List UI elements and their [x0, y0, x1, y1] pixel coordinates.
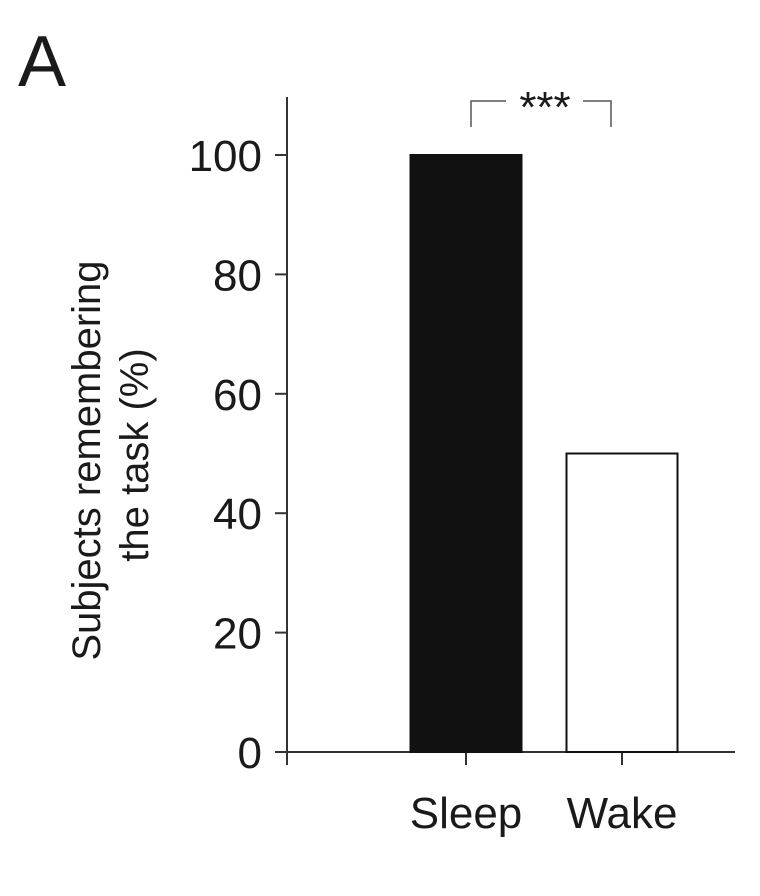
- x-tick-label: Sleep: [410, 789, 523, 838]
- significance-stars: ***: [519, 83, 570, 132]
- y-axis-label-line-2: the task (%): [113, 348, 157, 561]
- y-axis-label-line-1: Subjects remembering: [65, 260, 109, 660]
- significance-bracket: [470, 100, 612, 127]
- y-tick-label: 80: [213, 251, 262, 300]
- y-tick-label: 0: [238, 729, 262, 778]
- panel-label: A: [18, 22, 66, 102]
- x-tick-label: Wake: [567, 789, 678, 838]
- bar-wake: [565, 452, 679, 753]
- y-tick-label: 20: [213, 610, 262, 659]
- bar-sleep: [409, 154, 523, 753]
- y-axis-label: Subjects remembering the task (%): [65, 249, 157, 660]
- y-tick-label: 100: [189, 132, 262, 181]
- y-tick-label: 60: [213, 371, 262, 420]
- y-tick-label: 40: [213, 490, 262, 539]
